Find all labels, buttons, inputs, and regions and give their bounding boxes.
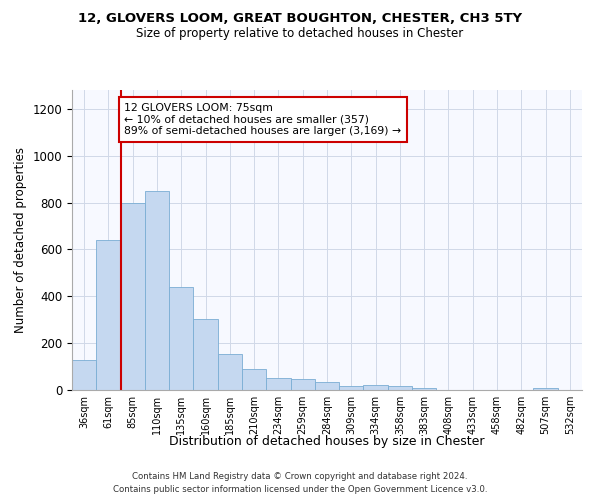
Text: Distribution of detached houses by size in Chester: Distribution of detached houses by size …	[169, 435, 485, 448]
Bar	[290, 379, 315, 390]
Bar	[218, 354, 242, 390]
Text: Contains HM Land Registry data © Crown copyright and database right 2024.: Contains HM Land Registry data © Crown c…	[132, 472, 468, 481]
Text: 12 GLOVERS LOOM: 75sqm
← 10% of detached houses are smaller (357)
89% of semi-de: 12 GLOVERS LOOM: 75sqm ← 10% of detached…	[124, 103, 401, 136]
Text: 12, GLOVERS LOOM, GREAT BOUGHTON, CHESTER, CH3 5TY: 12, GLOVERS LOOM, GREAT BOUGHTON, CHESTE…	[78, 12, 522, 26]
Text: Contains public sector information licensed under the Open Government Licence v3: Contains public sector information licen…	[113, 485, 487, 494]
Y-axis label: Number of detached properties: Number of detached properties	[14, 147, 27, 333]
Bar	[193, 318, 218, 390]
Bar	[72, 360, 96, 390]
Bar	[121, 202, 145, 390]
Bar	[266, 378, 290, 390]
Bar	[412, 388, 436, 390]
Bar	[169, 287, 193, 390]
Text: Size of property relative to detached houses in Chester: Size of property relative to detached ho…	[136, 28, 464, 40]
Bar	[533, 388, 558, 390]
Bar	[315, 382, 339, 390]
Bar	[145, 191, 169, 390]
Bar	[96, 240, 121, 390]
Bar	[364, 386, 388, 390]
Bar	[388, 386, 412, 390]
Bar	[242, 369, 266, 390]
Bar	[339, 386, 364, 390]
